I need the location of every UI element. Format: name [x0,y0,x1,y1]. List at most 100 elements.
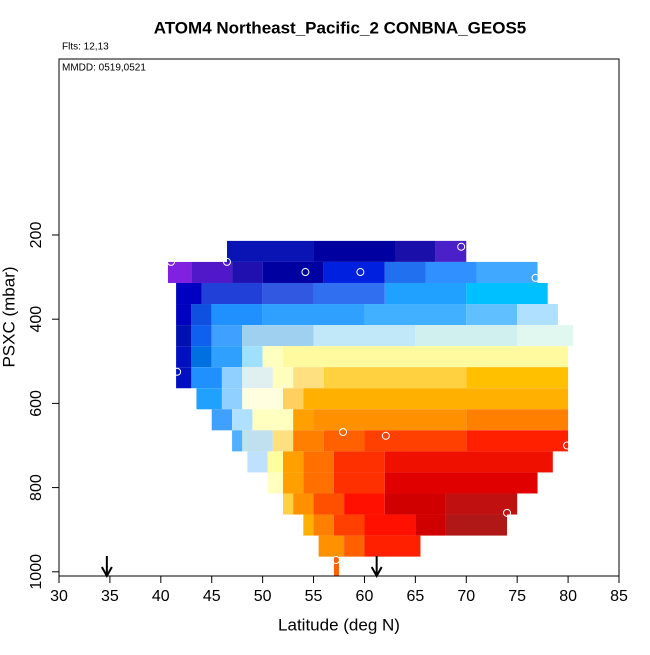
heat-cell [283,472,304,494]
heat-cell [293,430,324,452]
heat-cell [384,493,446,515]
heat-cell [262,346,283,368]
arrow [370,556,383,579]
flight-point [381,431,390,440]
x-tick-label: 65 [406,588,424,605]
flight-point [563,441,572,450]
heat-cell [176,282,202,305]
heat-cell [517,325,574,347]
heat-cell [384,282,467,305]
heat-cell [303,451,334,473]
heat-cell [221,388,243,410]
heat-cell [272,430,294,452]
heat-cell [333,514,365,536]
x-tick-label: 75 [508,588,526,605]
heat-cell [252,409,294,431]
y-axis-label: PSXC (mbar) [0,266,18,367]
y-tick-label: 400 [28,306,45,333]
heat-cell [445,493,518,515]
heat-cell [415,514,446,536]
heat-cell [211,304,263,326]
heat-cell [344,535,365,557]
heat-cell [384,261,426,283]
flight-point [503,508,511,517]
heat-cell [221,367,243,389]
flight-point [301,268,310,277]
x-tick-label: 45 [203,588,221,605]
heat-cell [262,304,365,326]
heat-cell [176,304,192,326]
heat-cell [323,367,467,389]
x-tick-label: 40 [152,588,170,605]
heat-cell [435,240,467,262]
heat-cell [242,367,273,389]
heat-cell [313,493,345,515]
heat-cell [517,304,558,326]
heat-cell [191,367,222,389]
heat-cell [167,261,192,283]
heat-cell [323,261,385,283]
y-tick-label: 1000 [28,554,45,590]
flight-point [339,428,348,437]
heat-cell [303,388,569,410]
heat-cell [211,325,243,347]
heat-cell [333,556,339,576]
heat-cell [272,367,294,389]
heat-cell [191,261,233,283]
heat-cell [232,430,243,452]
heat-cell [415,325,518,347]
heat-cell [262,282,314,305]
heat-cell [191,304,212,326]
heat-cell [364,430,467,452]
heat-cell [191,346,212,368]
x-tick-label: 50 [254,588,272,605]
heat-cell [176,325,192,347]
heat-cell [303,472,334,494]
heat-cell [293,493,314,515]
heat-cell [293,367,324,389]
heat-cell [232,261,263,283]
x-tick-label: 70 [457,588,475,605]
heat-cell [293,409,314,431]
heat-cell [313,282,385,305]
heat-cell [466,409,569,431]
heat-cell [313,240,395,262]
heat-cell [333,451,385,473]
heat-cell [466,367,569,389]
flight-point [457,242,466,251]
heat-cell [232,409,253,431]
heat-cell [283,493,294,515]
heat-cell [242,325,314,347]
heat-cell [283,388,304,410]
heat-cell [425,261,477,283]
x-axis-label: Latitude (deg N) [278,615,400,634]
heat-cell [466,304,518,326]
heat-cell [323,430,365,452]
heat-cell [283,346,569,368]
heat-cell [303,514,314,536]
heat-cell [267,451,283,473]
x-tick-label: 35 [101,588,119,605]
flight-point [356,268,365,277]
x-tick-label: 55 [305,588,323,605]
annotation: Flts: 12,13 [62,42,109,53]
flight-point [173,367,182,376]
heat-cell [176,346,192,368]
x-tick-label: 80 [559,588,577,605]
flight-point [223,257,231,266]
heat-cell [242,430,273,452]
y-tick-label: 600 [28,390,45,417]
x-tick-label: 60 [356,588,374,605]
heat-cell [313,514,334,536]
heat-cell [344,493,385,515]
heat-cell [318,535,345,557]
heat-cell [242,388,283,410]
heat-cell [476,261,538,283]
heat-cell [176,367,192,389]
heat-cell [313,325,416,347]
heat-cell [242,346,263,368]
heat-cell [227,240,314,262]
heat-cell [267,472,283,494]
heat-cell [364,304,467,326]
